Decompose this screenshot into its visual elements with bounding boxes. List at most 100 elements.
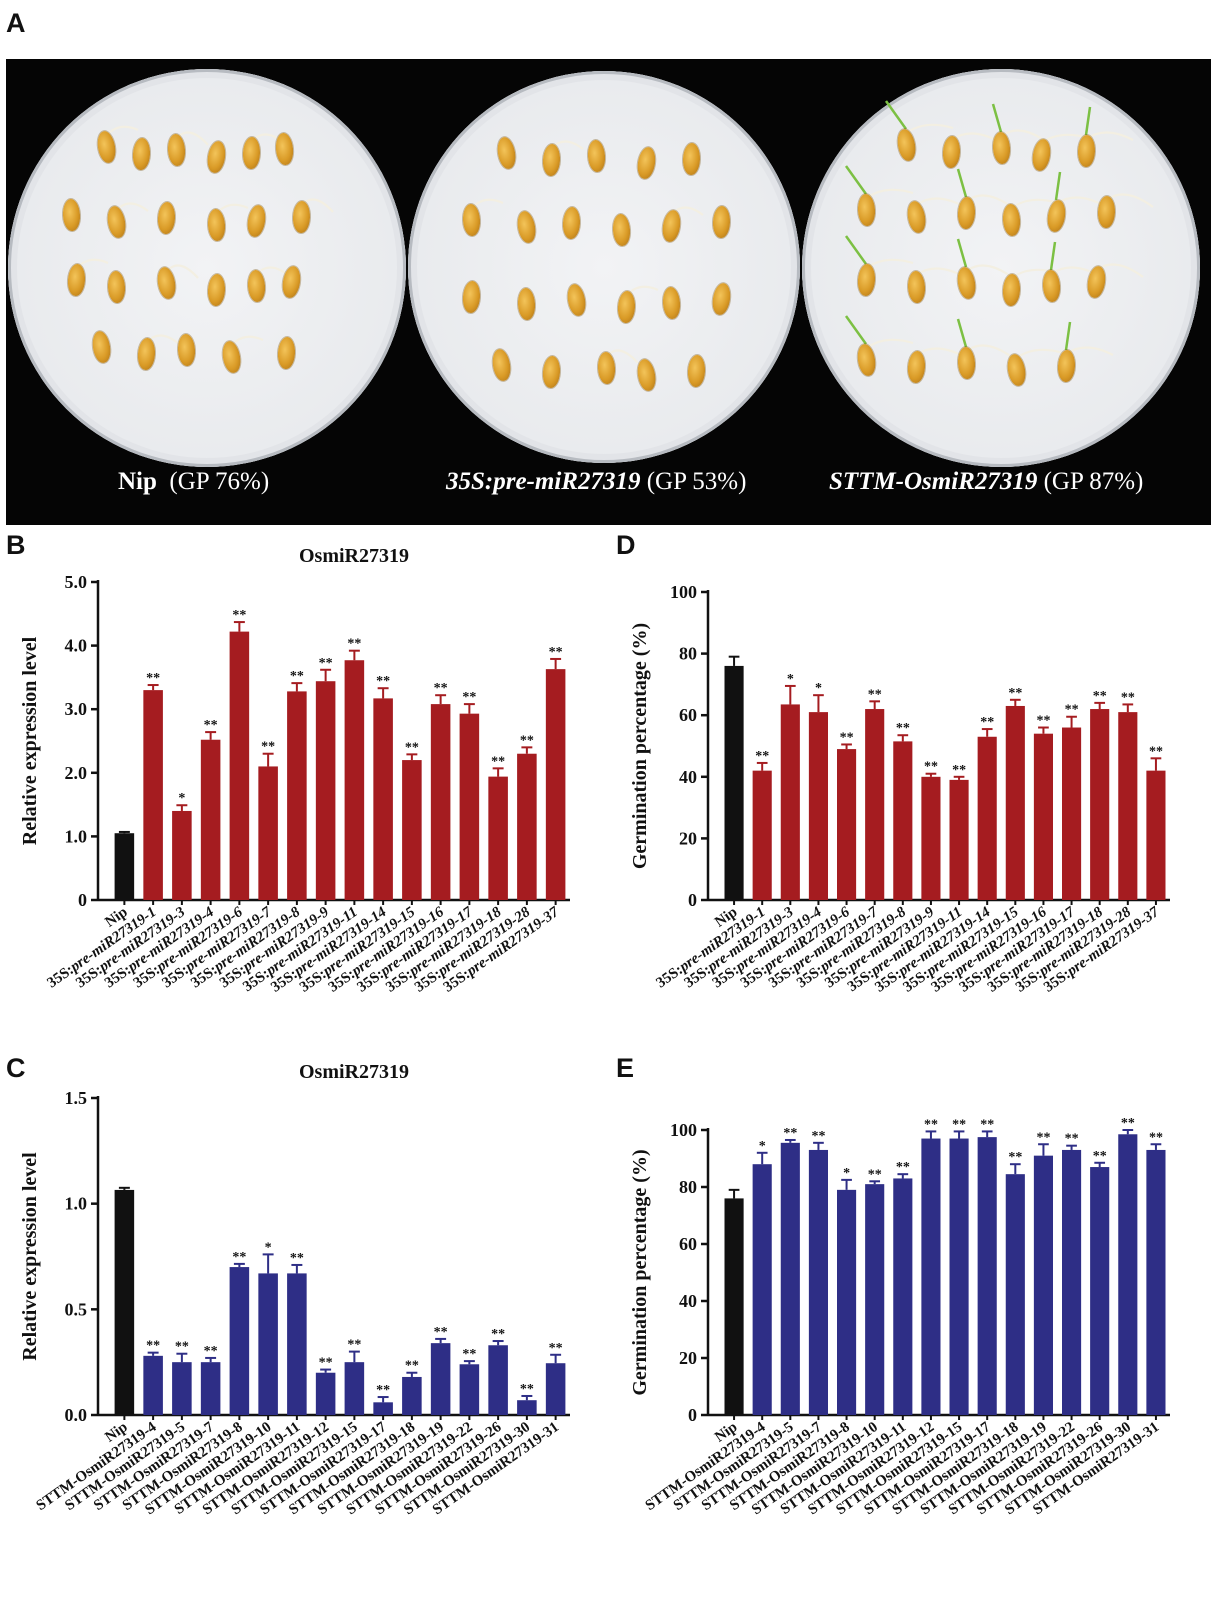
bar	[459, 1364, 480, 1415]
significance-label: *	[787, 672, 794, 687]
dish-label-nip-name: Nip	[118, 468, 157, 495]
bar	[893, 741, 913, 900]
significance-label: **	[1121, 690, 1135, 705]
chart-e-germination-sttm: Germination percentage (%)020406080100Ni…	[629, 1116, 1170, 1518]
significance-label: **	[261, 740, 275, 755]
significance-label: **	[783, 1126, 797, 1141]
root-sprout	[167, 264, 199, 279]
root-sprout	[1107, 193, 1154, 208]
significance-label: **	[1065, 703, 1079, 718]
root-sprout	[907, 123, 954, 133]
root-sprout	[472, 198, 504, 208]
shoot-sprout	[956, 238, 968, 268]
significance-label: **	[549, 1341, 563, 1356]
chart-title: OsmiR27319	[299, 545, 409, 567]
bar	[865, 709, 885, 900]
bar	[837, 1189, 857, 1415]
bar	[1005, 705, 1025, 900]
significance-label: **	[1008, 686, 1022, 701]
significance-label: **	[868, 687, 882, 702]
panel-label-d: D	[616, 530, 636, 560]
bar	[724, 1198, 744, 1415]
root-sprout	[107, 125, 139, 135]
root-sprout	[1067, 346, 1114, 356]
significance-label: **	[1093, 689, 1107, 704]
significance-label: **	[491, 1327, 505, 1342]
significance-label: **	[290, 1251, 304, 1266]
significance-label: **	[232, 608, 246, 623]
y-tick-label: 3.0	[65, 699, 88, 719]
bar	[430, 1343, 451, 1415]
y-tick-label: 80	[679, 1177, 697, 1197]
bar	[258, 1273, 278, 1415]
panel-label-a: A	[6, 8, 26, 38]
bar	[545, 1363, 566, 1415]
significance-label: *	[843, 1166, 850, 1181]
bar	[1033, 733, 1053, 900]
bar	[315, 1372, 336, 1415]
significance-label: **	[204, 1344, 218, 1359]
y-axis-label: Germination percentage (%)	[629, 1149, 651, 1395]
significance-label: **	[896, 1160, 910, 1175]
bar	[373, 698, 393, 900]
bar	[315, 681, 336, 900]
bar	[287, 691, 307, 900]
y-tick-label: 0	[688, 890, 697, 910]
significance-label: **	[1149, 744, 1163, 759]
panel-label-e: E	[616, 1053, 635, 1083]
y-tick-label: 0.0	[65, 1405, 88, 1425]
sprout-layer	[77, 100, 1154, 364]
significance-label: **	[1008, 1150, 1022, 1165]
root-sprout	[867, 188, 914, 198]
bar	[200, 1362, 221, 1415]
root-sprout	[257, 266, 289, 276]
significance-label: **	[347, 637, 361, 652]
bar	[114, 833, 135, 900]
bar	[517, 753, 537, 900]
y-tick-label: 80	[679, 644, 697, 664]
bar	[488, 776, 508, 900]
chart-d-germination-overexpression: Germination percentage (%)020406080100Ni…	[629, 582, 1170, 996]
shoot-sprout	[991, 103, 1003, 133]
significance-label: **	[434, 1325, 448, 1340]
significance-label: **	[952, 763, 966, 778]
significance-label: **	[520, 733, 534, 748]
significance-label: **	[1036, 714, 1050, 729]
bar	[229, 1267, 250, 1415]
bar	[143, 1355, 163, 1415]
significance-label: **	[491, 754, 505, 769]
y-tick-label: 100	[670, 1120, 697, 1140]
dish-label-overexpression: 35S:pre-miR27319 (GP 53%)	[446, 468, 746, 496]
y-tick-label: 40	[679, 1291, 697, 1311]
y-tick-label: 40	[679, 767, 697, 787]
bar	[780, 1142, 800, 1415]
root-sprout	[77, 258, 109, 268]
significance-label: **	[520, 1382, 534, 1397]
bar	[949, 779, 969, 900]
bar	[808, 1149, 828, 1415]
bar	[780, 704, 800, 900]
shoot-sprout	[844, 235, 868, 265]
bar	[1062, 1149, 1082, 1415]
dish-label-overexpression-name: 35S:pre-miR27319	[446, 468, 641, 495]
bar	[344, 660, 365, 900]
bar	[949, 1138, 969, 1415]
y-axis-label: Germination percentage (%)	[629, 623, 651, 869]
y-tick-label: 60	[679, 1234, 697, 1254]
significance-label: **	[980, 715, 994, 730]
bar	[229, 631, 250, 900]
shoot-sprout	[844, 315, 868, 345]
bar	[1118, 1134, 1138, 1415]
bar	[402, 1376, 422, 1415]
y-tick-label: 1.5	[65, 1088, 88, 1108]
y-tick-label: 5.0	[65, 572, 88, 592]
shoot-sprout	[1064, 321, 1072, 351]
y-axis-label: Relative expression level	[19, 636, 41, 845]
significance-label: *	[265, 1240, 272, 1255]
root-sprout	[1017, 348, 1064, 358]
bar	[459, 713, 480, 900]
bar	[200, 739, 221, 900]
significance-label: **	[376, 1383, 390, 1398]
shoot-sprout	[1084, 106, 1092, 136]
chart-b-expression-overexpression: OsmiR27319 Relative expression level 0 1.0 2…	[19, 545, 570, 996]
